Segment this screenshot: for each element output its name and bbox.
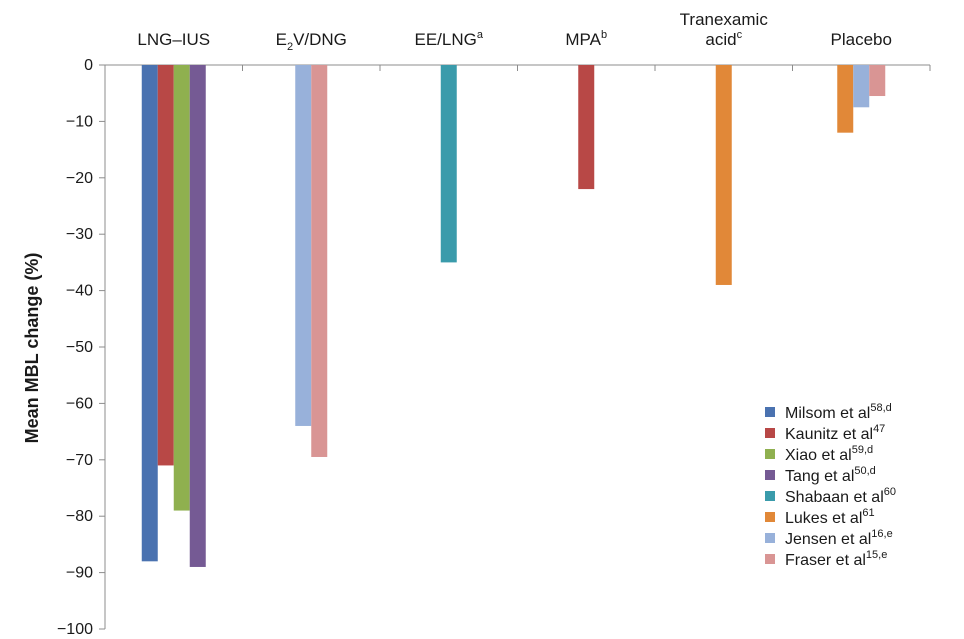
- bar-fraser-et-al: [311, 65, 328, 457]
- bars-layer: [141, 65, 886, 567]
- legend-label: Fraser et al15,e: [785, 549, 887, 569]
- legend-label: Kaunitz et al47: [785, 423, 885, 443]
- axis-layer: 0 −10 −20 −30 −40 −50 −60 −70 −80 −90 −100: [57, 57, 931, 638]
- y-axis-label: Mean MBL change (%): [22, 253, 42, 444]
- legend-label: Xiao et al59,d: [785, 444, 873, 464]
- legend-label: Shabaan et al60: [785, 486, 896, 506]
- y-tick-label: −50: [66, 339, 93, 356]
- category-label: MPAb: [565, 29, 607, 49]
- category-label: E2V/DNG: [276, 30, 347, 53]
- legend-swatch: [765, 428, 775, 438]
- y-tick-label: −90: [66, 565, 93, 582]
- bar-shabaan-et-al: [440, 65, 457, 263]
- legend-label: Lukes et al61: [785, 507, 875, 527]
- bar-kaunitz-et-al: [578, 65, 595, 190]
- bar-fraser-et-al: [869, 65, 886, 97]
- y-tick-label: −40: [66, 283, 93, 300]
- legend-swatch: [765, 554, 775, 564]
- bar-xiao-et-al: [173, 65, 190, 511]
- y-tick-label: −10: [66, 113, 93, 130]
- y-tick-label: −70: [66, 452, 93, 469]
- bar-jensen-et-al: [853, 65, 870, 108]
- y-tick-label: −30: [66, 226, 93, 243]
- legend-label: Milsom et al58,d: [785, 402, 892, 422]
- category-label: Placebo: [831, 30, 892, 49]
- y-tick-label: −60: [66, 395, 93, 412]
- legend-swatch: [765, 512, 775, 522]
- legend-swatch: [765, 533, 775, 543]
- y-tick-label: 0: [84, 57, 93, 74]
- y-tick-label: −100: [57, 621, 93, 638]
- legend-label: Tang et al50,d: [785, 465, 876, 485]
- legend-swatch: [765, 407, 775, 417]
- y-tick-label: −20: [66, 170, 93, 187]
- bar-tang-et-al: [189, 65, 206, 567]
- bar-lukes-et-al: [715, 65, 732, 285]
- legend-swatch: [765, 470, 775, 480]
- category-label: Tranexamic: [680, 10, 769, 29]
- bar-milsom-et-al: [141, 65, 158, 562]
- legend-swatch: [765, 491, 775, 501]
- category-label: acidc: [705, 29, 742, 49]
- legend-label: Jensen et al16,e: [785, 528, 893, 548]
- category-label: LNG–IUS: [137, 30, 210, 49]
- category-label: EE/LNGa: [415, 29, 484, 49]
- legend-swatch: [765, 449, 775, 459]
- bar-kaunitz-et-al: [157, 65, 174, 466]
- y-tick-label: −80: [66, 508, 93, 525]
- bar-jensen-et-al: [295, 65, 312, 426]
- bar-lukes-et-al: [837, 65, 854, 133]
- category-labels: LNG–IUS E2V/DNG EE/LNGa MPAb Tranexamicacidc…: [137, 10, 892, 53]
